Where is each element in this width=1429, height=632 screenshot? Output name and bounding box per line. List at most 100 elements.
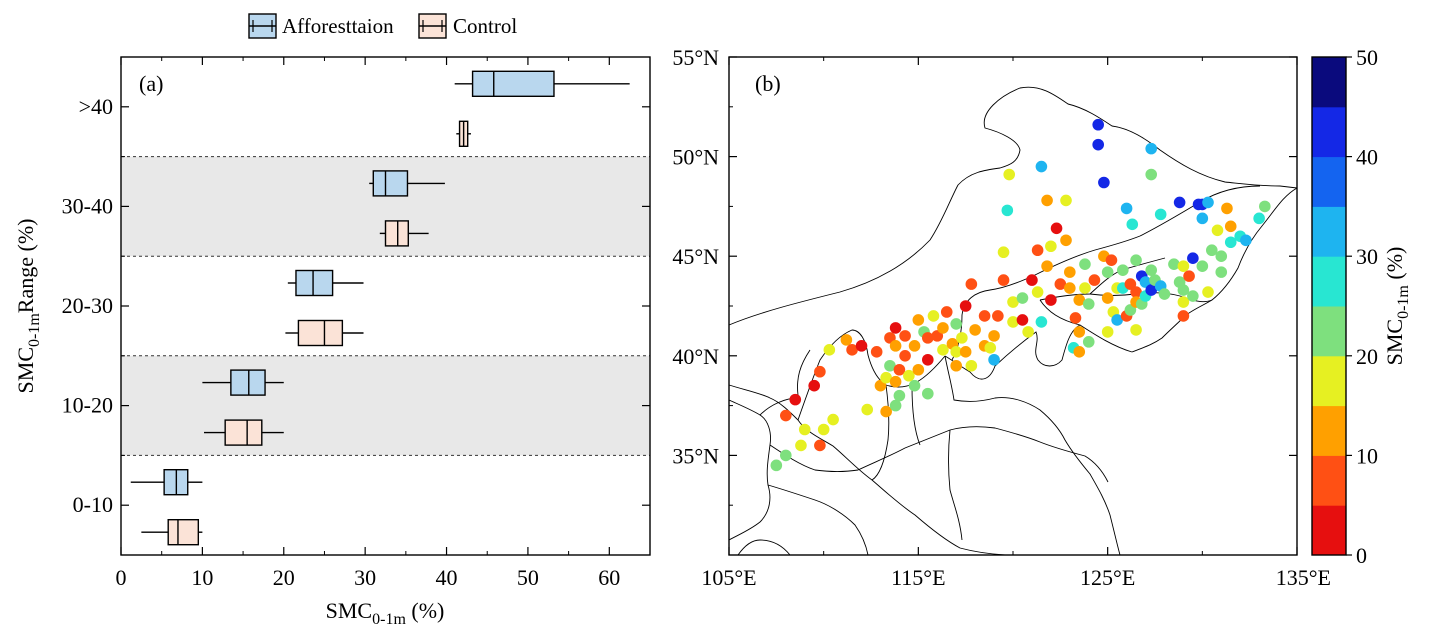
panel-a-frame — [120, 56, 651, 556]
province-boundary — [948, 429, 963, 541]
site-point — [903, 369, 915, 382]
colorbar-segment — [1312, 405, 1346, 456]
site-point — [1177, 310, 1190, 322]
site-point — [1088, 274, 1101, 286]
site-point — [988, 353, 1000, 366]
site-point — [1211, 224, 1224, 237]
colorbar-tick-label: 50 — [1356, 45, 1378, 70]
colorbar-segment — [1312, 306, 1346, 357]
site-point — [780, 449, 792, 462]
panel-a-boxplot: 0 10 20 30 40 50 60 >40 30-40 20-30 10-20 0-10 (a)… — [13, 56, 651, 628]
legend-item-control: Control — [418, 13, 517, 39]
province-boundary — [767, 484, 869, 556]
site-point — [1064, 266, 1076, 278]
site-point — [1035, 316, 1048, 328]
x-tick-label: 10 — [191, 565, 213, 590]
colorbar-tick-label: 10 — [1356, 443, 1378, 468]
site-point — [1041, 194, 1053, 207]
box-body — [224, 419, 263, 446]
site-point — [1064, 282, 1076, 294]
site-point — [823, 344, 836, 356]
site-point — [880, 371, 892, 384]
site-point — [1130, 324, 1142, 336]
site-point — [1060, 234, 1072, 247]
site-point — [1221, 202, 1233, 215]
site-point — [1120, 202, 1133, 215]
y-tick-label: 0-10 — [73, 492, 113, 517]
site-point — [1007, 316, 1019, 328]
site-point — [1060, 194, 1072, 207]
box-control — [456, 120, 471, 148]
site-point — [1101, 266, 1114, 278]
x-tick-label: 30 — [354, 565, 376, 590]
site-point — [814, 439, 826, 452]
site-point — [1007, 296, 1019, 308]
site-point — [1079, 282, 1091, 294]
site-point — [908, 379, 921, 392]
site-point — [959, 300, 972, 312]
site-point — [808, 379, 820, 392]
lon-tick-label: 125°E — [1080, 565, 1135, 590]
site-point — [950, 359, 962, 372]
box-control — [379, 220, 429, 247]
site-point — [893, 363, 906, 376]
site-point — [1098, 176, 1110, 189]
coastline — [944, 355, 1121, 556]
colorbar-segment — [1312, 505, 1346, 556]
site-point — [1016, 314, 1029, 326]
legend: Afforesttaion Control — [248, 13, 517, 39]
colorbar-frame — [1311, 56, 1347, 556]
province-boundary — [737, 539, 791, 556]
legend-label-control: Control — [453, 14, 517, 38]
category-band — [121, 355, 650, 456]
site-point — [789, 393, 802, 406]
site-point — [1130, 254, 1142, 266]
y-tick-label: >40 — [79, 94, 113, 119]
site-point — [1183, 270, 1195, 282]
colorbar-segments — [1312, 57, 1346, 556]
site-point — [1079, 258, 1091, 270]
province-boundary — [797, 349, 811, 396]
site-point — [889, 375, 902, 388]
y-tick-label: 10-20 — [62, 393, 113, 418]
site-point — [893, 389, 906, 402]
site-point — [1117, 264, 1129, 276]
site-point — [770, 459, 783, 472]
colorbar-segment — [1312, 206, 1346, 257]
box-control — [204, 419, 284, 446]
box-body — [295, 269, 334, 297]
panel-b-map: 55°N 50°N 45°N 40°N 35°N 105°E 115°E 125°E 135°E… — [672, 45, 1331, 590]
lat-tick-label: 45°N — [672, 244, 719, 269]
box-body — [230, 369, 266, 396]
province-boundary — [728, 399, 771, 541]
colorbar-tick-label: 20 — [1356, 344, 1378, 369]
colorbar-label: SMC0-1m (%) — [1382, 247, 1412, 366]
site-point — [1196, 212, 1209, 225]
site-point — [1259, 200, 1271, 213]
site-point — [988, 330, 1000, 342]
colorbar: 0 10 20 30 40 50 SMC0-1m (%) — [1311, 45, 1412, 568]
x-tick-label: 50 — [517, 565, 539, 590]
site-point — [1173, 196, 1186, 209]
site-point — [1126, 218, 1139, 231]
site-point — [1031, 244, 1044, 257]
site-point — [1154, 208, 1167, 221]
site-point — [997, 246, 1010, 259]
site-point — [1045, 240, 1057, 253]
colorbar-tick-label: 0 — [1356, 543, 1367, 568]
x-axis-ticks: 0 10 20 30 40 50 60 — [116, 57, 620, 590]
colorbar-tick-label: 40 — [1356, 145, 1378, 170]
colorbar-segment — [1312, 256, 1346, 307]
site-point — [827, 413, 839, 426]
x-tick-label: 0 — [116, 565, 127, 590]
site-point — [880, 405, 892, 418]
site-point — [922, 332, 934, 344]
province-boundary — [911, 385, 921, 446]
map-axis-ticks: 55°N 50°N 45°N 40°N 35°N 105°E 115°E 125°E 135°E — [672, 45, 1331, 590]
site-point — [1177, 284, 1190, 296]
site-point — [1145, 168, 1158, 181]
site-point — [1073, 294, 1086, 306]
site-point — [1202, 196, 1214, 209]
box-control — [141, 519, 203, 546]
